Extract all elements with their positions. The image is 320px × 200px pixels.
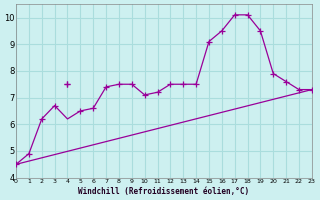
X-axis label: Windchill (Refroidissement éolien,°C): Windchill (Refroidissement éolien,°C)	[78, 187, 250, 196]
